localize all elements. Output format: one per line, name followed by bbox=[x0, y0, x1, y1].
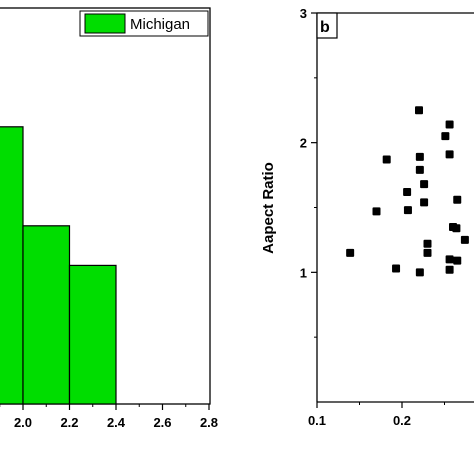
scatter-x-tick-label: 0.2 bbox=[393, 413, 411, 428]
histogram-legend: Michigan bbox=[79, 10, 209, 37]
scatter-point bbox=[452, 224, 461, 233]
histogram-x-tick-label: 2.4 bbox=[107, 415, 126, 430]
scatter-point bbox=[415, 268, 424, 277]
histogram-x-ticks: 2.0 2.2 2.4 2.6 2.8 bbox=[0, 404, 218, 430]
legend-swatch bbox=[84, 13, 126, 34]
scatter-point bbox=[346, 248, 355, 257]
scatter-point bbox=[441, 132, 450, 141]
histogram-bar bbox=[22, 225, 71, 405]
scatter-point bbox=[445, 265, 454, 274]
scatter-y-tick-label: 2 bbox=[300, 136, 307, 151]
scatter-point bbox=[453, 195, 462, 204]
scatter-y-ticks: 1 2 3 bbox=[300, 6, 317, 338]
histogram-bars bbox=[0, 126, 117, 405]
scatter-x-tick-label: 0.1 bbox=[308, 413, 326, 428]
scatter-point bbox=[445, 120, 454, 129]
scatter-panel: 1 2 3 0.1 0.2 b Aapect Ratio bbox=[260, 6, 474, 428]
scatter-point bbox=[453, 256, 462, 265]
histogram-x-tick-label: 2.8 bbox=[200, 415, 218, 430]
scatter-point bbox=[420, 180, 429, 189]
scatter-y-axis-title: Aapect Ratio bbox=[260, 162, 277, 254]
scatter-point bbox=[392, 264, 401, 273]
scatter-point bbox=[423, 248, 432, 257]
scatter-points bbox=[346, 106, 469, 277]
scatter-y-tick-label: 1 bbox=[300, 265, 307, 280]
scatter-point bbox=[415, 152, 424, 161]
scatter-point bbox=[423, 239, 432, 248]
scatter-y-tick-label: 3 bbox=[300, 6, 307, 21]
scatter-point bbox=[445, 255, 454, 264]
histogram-x-tick-label: 2.0 bbox=[14, 415, 32, 430]
scatter-x-ticks: 0.1 0.2 bbox=[308, 402, 445, 428]
scatter-point bbox=[445, 150, 454, 159]
scatter-point bbox=[403, 187, 412, 196]
scatter-point bbox=[403, 206, 412, 215]
panel-label-box bbox=[316, 12, 338, 39]
scatter-point bbox=[415, 106, 423, 115]
histogram-bar bbox=[68, 264, 117, 405]
scatter-point bbox=[415, 165, 424, 174]
scatter-point bbox=[460, 235, 469, 244]
legend-label: Michigan bbox=[130, 16, 190, 33]
panel-label: b bbox=[320, 19, 330, 36]
histogram-bar bbox=[0, 126, 24, 405]
histogram-x-tick-label: 2.6 bbox=[153, 415, 171, 430]
scatter-point bbox=[382, 155, 391, 164]
scatter-point bbox=[420, 198, 429, 207]
histogram-panel: 2.0 2.2 2.4 2.6 2.8 Michigan bbox=[0, 7, 218, 430]
histogram-x-tick-label: 2.2 bbox=[60, 415, 78, 430]
scatter-point bbox=[372, 207, 381, 216]
